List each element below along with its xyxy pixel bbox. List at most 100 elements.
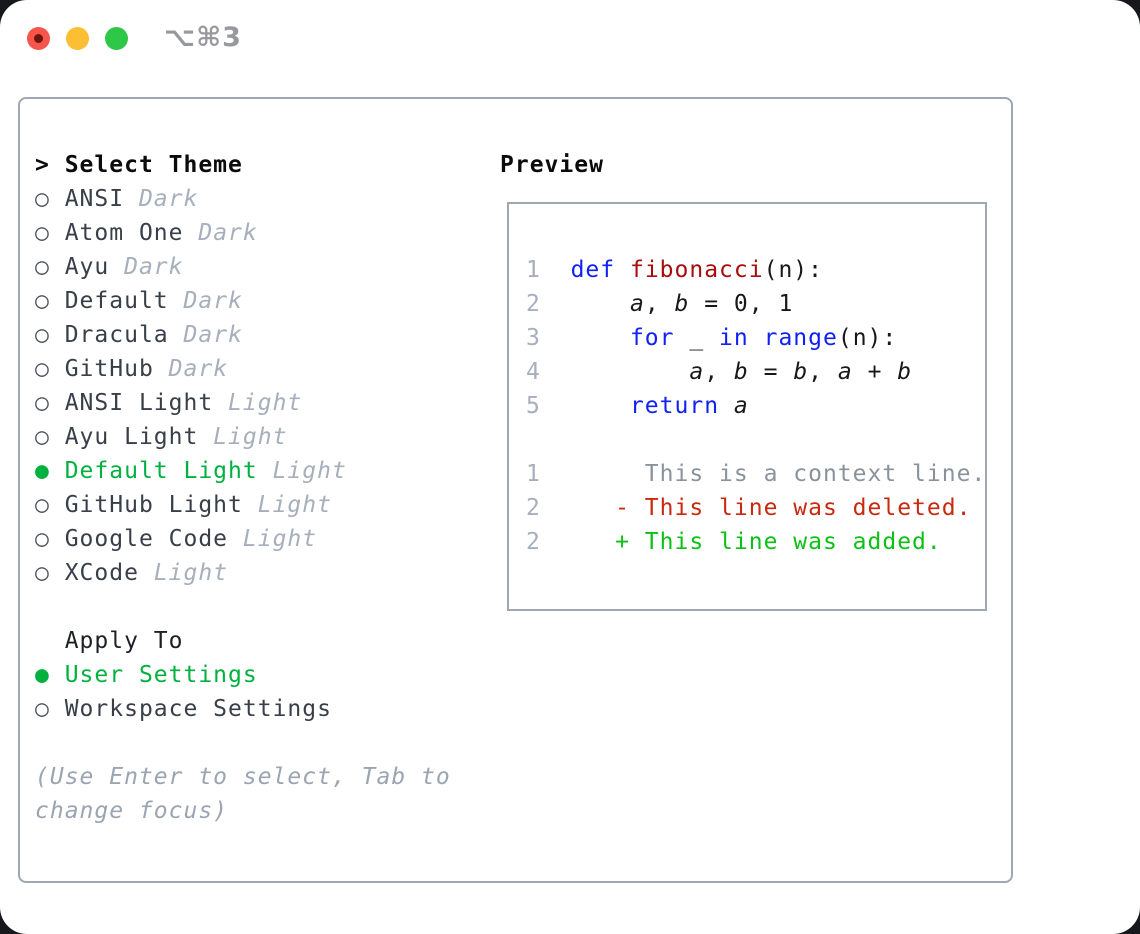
- theme-mode-tag: Dark: [138, 186, 199, 212]
- theme-name: Ayu Light: [64, 424, 199, 450]
- apply-to-header-label: Apply To: [64, 628, 184, 654]
- code-segment: [541, 393, 630, 419]
- code-segment: a: [629, 291, 645, 317]
- help-text-line2: change focus): [35, 798, 229, 824]
- radio-unselected-icon: ○: [35, 220, 65, 246]
- radio-selected-icon: ●: [35, 458, 65, 484]
- theme-name: Dracula: [64, 322, 169, 348]
- theme-item-github-light[interactable]: ○ GitHub Light Light: [35, 488, 451, 522]
- theme-item-xcode[interactable]: ○ XCode Light: [35, 556, 451, 590]
- radio-unselected-icon: ○: [35, 356, 65, 382]
- radio-unselected-icon: ○: [35, 526, 65, 552]
- code-segment: = 0, 1: [689, 291, 794, 317]
- zoom-button[interactable]: [105, 27, 128, 50]
- line-number: 5: [526, 393, 541, 419]
- apply-option-workspace-settings[interactable]: ○ Workspace Settings: [35, 692, 451, 726]
- theme-name: GitHub: [64, 356, 154, 382]
- code-segment: [541, 359, 689, 385]
- line-number: 3: [526, 325, 541, 351]
- code-segment: fibonacci: [629, 257, 764, 283]
- code-segment: a: [733, 393, 749, 419]
- blank-line: [526, 423, 985, 457]
- theme-item-google-code[interactable]: ○ Google Code Light: [35, 522, 451, 556]
- theme-mode-tag: Dark: [124, 254, 184, 280]
- radio-unselected-icon: ○: [35, 696, 65, 722]
- code-segment: b: [733, 359, 749, 385]
- code-segment: def: [570, 257, 616, 283]
- code-line: 1 def fibonacci(n):: [526, 253, 985, 287]
- code-line: 5 return a: [526, 389, 985, 423]
- spacer-row: [35, 726, 451, 760]
- theme-item-ayu-light[interactable]: ○ Ayu Light Light: [35, 420, 451, 454]
- code-line: 4 a, b = b, a + b: [526, 355, 985, 389]
- code-segment: return: [629, 393, 720, 419]
- theme-mode-tag: Light: [213, 424, 288, 450]
- radio-unselected-icon: ○: [35, 288, 65, 314]
- theme-mode-tag: Dark: [183, 322, 243, 348]
- close-button[interactable]: [27, 27, 50, 50]
- theme-item-ansi[interactable]: ○ ANSI Dark: [35, 182, 451, 216]
- apply-option-name: Workspace Settings: [64, 696, 332, 722]
- line-number: 2: [526, 291, 541, 317]
- theme-item-default[interactable]: ○ Default Dark: [35, 284, 451, 318]
- main-panel: > Select Theme ○ ANSI Dark ○ Atom One Dark…: [18, 97, 1013, 883]
- theme-mode-tag: Light: [242, 526, 318, 552]
- line-number: 2: [526, 529, 541, 555]
- line-number: 2: [526, 495, 541, 521]
- theme-name: Ayu: [64, 254, 110, 280]
- code-line: 3 for _ in range(n):: [526, 321, 985, 355]
- radio-selected-icon: ●: [35, 662, 65, 688]
- theme-item-atom-one[interactable]: ○ Atom One Dark: [35, 216, 451, 250]
- code-segment: (n):: [763, 257, 823, 283]
- diff-line: 2 - This line was deleted.: [526, 491, 985, 525]
- radio-unselected-icon: ○: [35, 322, 65, 348]
- theme-name: ANSI Light: [64, 390, 214, 416]
- indent-spacer: [35, 628, 65, 654]
- theme-item-ayu[interactable]: ○ Ayu Dark: [35, 250, 451, 284]
- apply-option-user-settings[interactable]: ● User Settings: [35, 658, 451, 692]
- code-segment: [541, 291, 630, 317]
- code-segment: [541, 257, 571, 283]
- code-segment: a: [689, 359, 705, 385]
- theme-name: ANSI: [64, 186, 125, 212]
- line-number: 1: [526, 257, 541, 283]
- code-segment: - This line was deleted.: [540, 495, 972, 521]
- code-segment: =: [748, 359, 794, 385]
- line-number: 4: [526, 359, 541, 385]
- code-segment: ,: [644, 291, 675, 317]
- code-segment: for: [629, 325, 675, 351]
- code-segment: [615, 257, 630, 283]
- theme-list-header-label: Select Theme: [64, 152, 243, 178]
- theme-mode-tag: Light: [272, 458, 347, 484]
- preview-title: Preview: [500, 152, 604, 178]
- diff-line: 1 This is a context line.: [526, 457, 985, 491]
- theme-item-github[interactable]: ○ GitHub Dark: [35, 352, 451, 386]
- theme-mode-tag: Light: [257, 492, 332, 518]
- titlebar: ⌥⌘3: [0, 0, 1140, 76]
- code-line: 2 a, b = 0, 1: [526, 287, 985, 321]
- theme-item-ansi-light[interactable]: ○ ANSI Light Light: [35, 386, 451, 420]
- theme-name: Google Code: [64, 526, 229, 552]
- code-segment: ,: [808, 359, 838, 385]
- code-segment: (n):: [837, 325, 898, 351]
- theme-item-dracula[interactable]: ○ Dracula Dark: [35, 318, 451, 352]
- code-segment: b: [674, 291, 690, 317]
- radio-unselected-icon: ○: [35, 254, 65, 280]
- radio-unselected-icon: ○: [35, 186, 65, 212]
- spacer-row: [35, 590, 451, 624]
- theme-mode-tag: Dark: [168, 356, 229, 382]
- theme-mode-tag: Light: [153, 560, 229, 586]
- code-segment: [719, 393, 734, 419]
- code-segment: +: [852, 359, 898, 385]
- theme-item-default-light[interactable]: ● Default Light Light: [35, 454, 451, 488]
- radio-unselected-icon: ○: [35, 390, 65, 416]
- minimize-button[interactable]: [66, 27, 89, 50]
- code-segment: in: [719, 325, 749, 351]
- code-segment: b: [793, 359, 809, 385]
- window-shortcut-label: ⌥⌘3: [164, 22, 242, 53]
- code-segment: b: [897, 359, 913, 385]
- theme-name: Atom One: [64, 220, 184, 246]
- radio-unselected-icon: ○: [35, 560, 65, 586]
